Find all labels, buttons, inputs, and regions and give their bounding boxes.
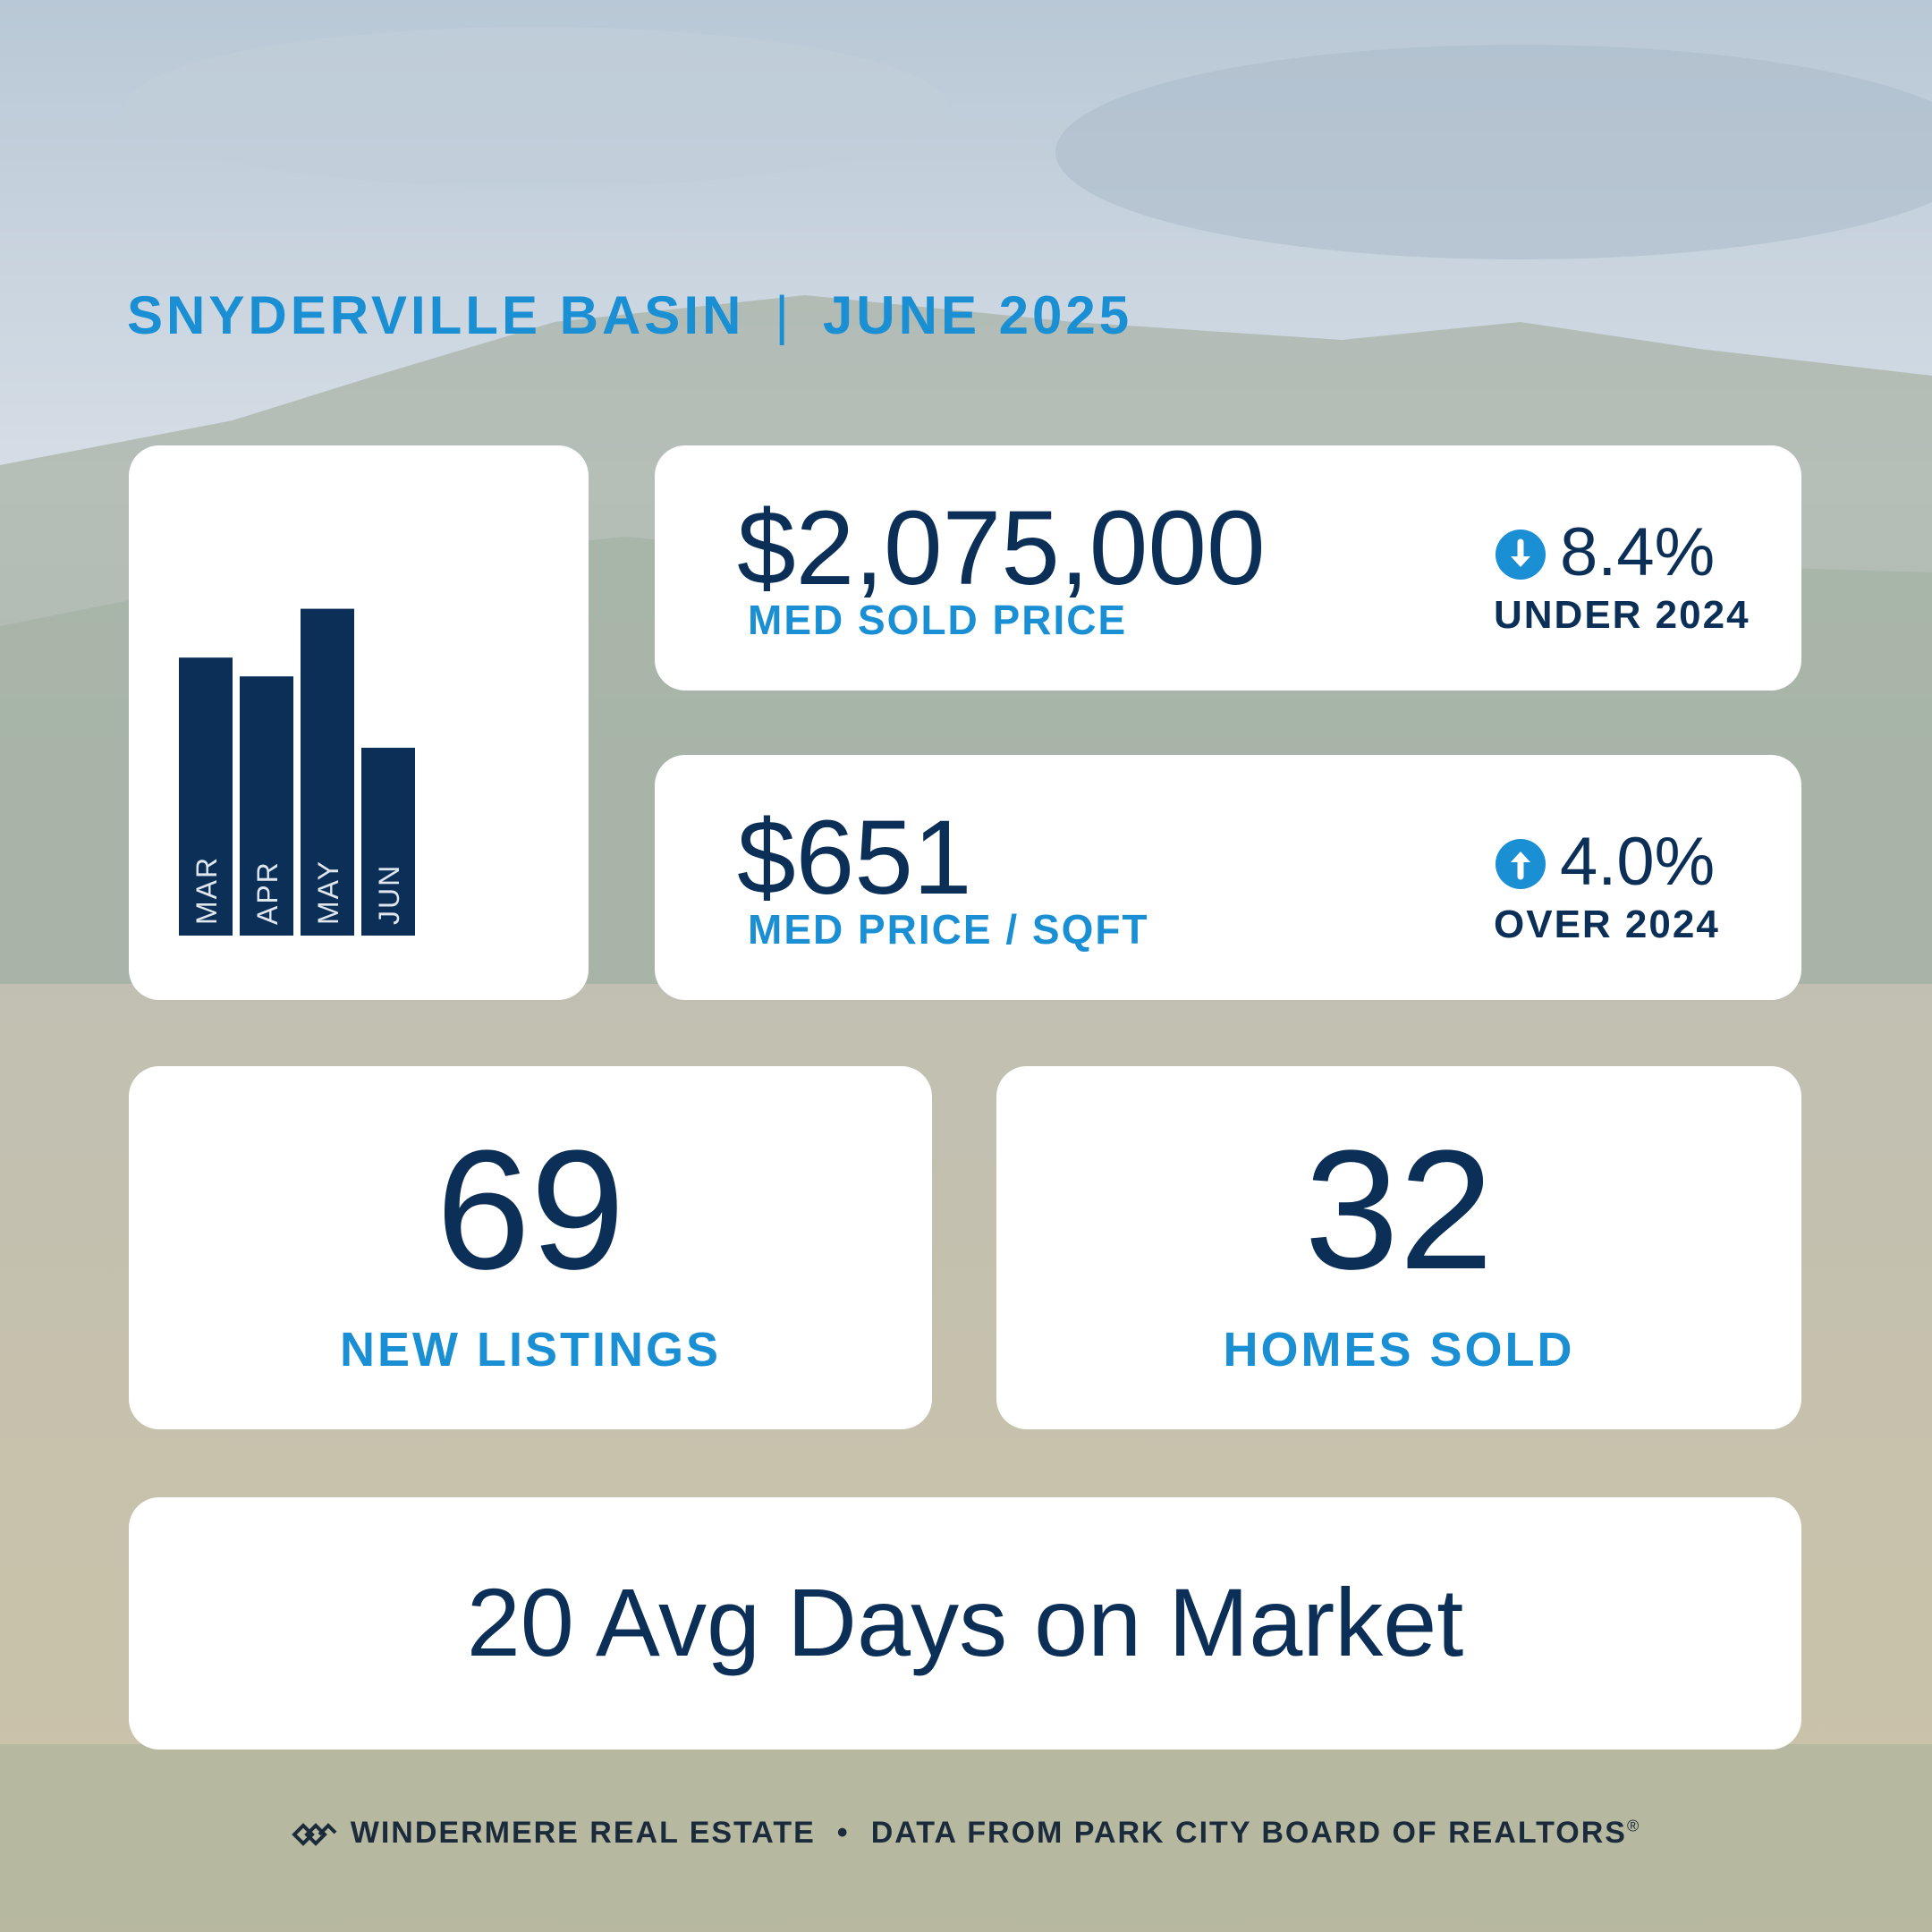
median-sold-price-change: 8.4%: [1560, 514, 1716, 590]
median-price-sqft-label: MED PRICE / SQFT: [748, 906, 1149, 953]
period-title: JUNE 2025: [822, 285, 1133, 345]
bar-apr: [240, 676, 293, 936]
bar-label-may: MAY: [312, 860, 344, 925]
bar-mar: [179, 657, 233, 936]
arrow-down-icon: [1496, 530, 1546, 580]
bar-label-jun: JUN: [373, 864, 405, 925]
median-price-sqft-change-label: OVER 2024: [1494, 902, 1720, 946]
trend-bar-chart: MAR APR MAY JUN: [179, 608, 415, 936]
headline: SNYDERVILLE BASIN | JUNE 2025: [127, 284, 1132, 346]
footer-bullet: •: [836, 1816, 850, 1850]
arrow-up-icon: [1496, 839, 1546, 889]
median-price-sqft-change: 4.0%: [1560, 824, 1716, 900]
days-on-market-text: 20 Avg Days on Market: [466, 1568, 1464, 1676]
footer-brand: WINDERMERE REAL ESTATE: [350, 1816, 816, 1850]
headline-separator: |: [775, 285, 792, 345]
median-sold-price-card: $2,075,000 MED SOLD PRICE 8.4% UNDER 202…: [655, 445, 1801, 691]
new-listings-card: 69 NEW LISTINGS: [129, 1066, 932, 1429]
median-sold-price-label: MED SOLD PRICE: [748, 597, 1128, 643]
trend-chart-card: MAR APR MAY JUN: [129, 445, 589, 1000]
median-price-sqft-card: $651 MED PRICE / SQFT 4.0% OVER 2024: [655, 755, 1801, 1000]
new-listings-value: 69: [436, 1115, 625, 1305]
homes-sold-label: HOMES SOLD: [1223, 1323, 1575, 1377]
region-title: SNYDERVILLE BASIN: [127, 285, 745, 345]
footer: WINDERMERE REAL ESTATE • DATA FROM PARK CI…: [0, 1816, 1932, 1851]
windermere-logo-icon: [291, 1823, 337, 1846]
bar-label-apr: APR: [251, 860, 284, 925]
homes-sold-value: 32: [1304, 1115, 1494, 1305]
bar-jun: [361, 748, 415, 936]
registered-mark: ®: [1626, 1817, 1641, 1835]
new-listings-label: NEW LISTINGS: [340, 1323, 721, 1377]
days-on-market-card: 20 Avg Days on Market: [129, 1497, 1801, 1750]
bar-may: [301, 608, 354, 936]
bar-label-mar: MAR: [191, 856, 223, 925]
homes-sold-card: 32 HOMES SOLD: [996, 1066, 1801, 1429]
median-sold-price-value: $2,075,000: [737, 489, 1266, 607]
median-sold-price-change-label: UNDER 2024: [1494, 593, 1750, 637]
median-price-sqft-value: $651: [737, 799, 972, 917]
footer-source: DATA FROM PARK CITY BOARD OF REALTORS: [870, 1816, 1627, 1850]
